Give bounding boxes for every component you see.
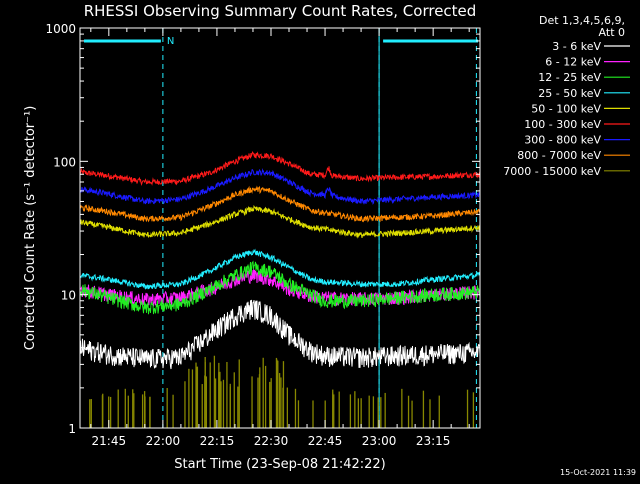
y-tick-label: 1 — [68, 422, 76, 436]
series-50-to-100keV-line — [80, 204, 481, 239]
y-tick-label: 100 — [53, 155, 76, 169]
y-tick-label: 10 — [61, 289, 76, 303]
series-800-to-7000keV-line — [79, 185, 481, 223]
series-25-to-50keV-line — [79, 248, 481, 290]
legend-header: Det 1,3,4,5,6,9, — [539, 14, 625, 27]
x-tick-label: 22:30 — [254, 434, 289, 448]
legend-entry-label: 50 - 100 keV — [531, 102, 601, 115]
annotation-layer: N — [79, 28, 478, 428]
axes: 1 10 100 1000 21:45 22:00 22:15 22:30 22:45 23:00… — [45, 22, 481, 448]
x-tick-label: 21:45 — [92, 434, 127, 448]
legend-entry-label: 300 - 800 keV — [524, 134, 601, 147]
legend: Det 1,3,4,5,6,9,Att 03 - 6 keV 6 - 12 keV… — [503, 14, 630, 178]
x-tick-label: 22:15 — [200, 434, 235, 448]
legend-entry-label: 25 - 50 keV — [538, 87, 601, 100]
legend-header: Att 0 — [599, 26, 625, 39]
legend-entry-label: 12 - 25 keV — [538, 71, 601, 84]
legend-entry-label: 3 - 6 keV — [552, 40, 601, 53]
x-axis-label: Start Time (23-Sep-08 21:42:22) — [174, 457, 385, 472]
chart-title: RHESSI Observing Summary Count Rates, Co… — [84, 2, 477, 20]
series-7000-15000-kev-bars — [89, 355, 475, 428]
series-layer — [79, 150, 481, 428]
y-axis-label: Corrected Count Rate (s⁻¹ detector⁻¹) — [23, 106, 38, 351]
series-3-to-6keV-line — [79, 299, 481, 370]
legend-entry-label: 7000 - 15000 keV — [503, 165, 601, 178]
attenuator-label: N — [167, 36, 174, 47]
series-6-to-12keV-line — [79, 269, 481, 307]
x-tick-label: 23:00 — [362, 434, 397, 448]
x-tick-label: 22:45 — [308, 434, 343, 448]
timestamp-label: 15-Oct-2021 11:39 — [560, 468, 636, 477]
series-300-to-800keV-line — [79, 168, 481, 205]
x-tick-label: 22:00 — [146, 434, 181, 448]
y-tick-label: 1000 — [45, 22, 76, 36]
plot-frame — [79, 27, 481, 429]
series-12-to-25keV-line — [79, 260, 481, 315]
legend-entry-label: 6 - 12 keV — [545, 56, 601, 69]
series-100-to-300keV-line — [79, 150, 481, 186]
x-tick-label: 23:15 — [416, 434, 451, 448]
legend-entry-label: 100 - 300 keV — [524, 118, 601, 131]
legend-entry-label: 800 - 7000 keV — [517, 149, 601, 162]
